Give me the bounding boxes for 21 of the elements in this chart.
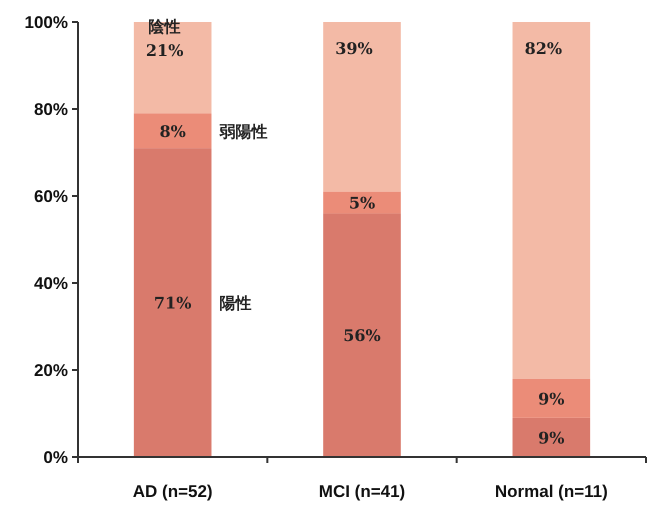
x-tick-label: AD (n=52)	[132, 482, 213, 501]
data-label: 5%	[348, 194, 376, 213]
series-label: 陰性	[148, 17, 181, 36]
y-tick-label: 40%	[34, 274, 68, 293]
x-tick-label: Normal (n=11)	[494, 482, 608, 501]
y-tick-label: 20%	[34, 361, 68, 380]
data-label: 9%	[538, 389, 565, 408]
data-label: 39%	[335, 39, 373, 58]
y-tick-label: 60%	[34, 187, 68, 206]
data-label: 8%	[159, 122, 186, 141]
data-label: 21%	[146, 41, 184, 60]
x-tick-label: MCI (n=41)	[318, 482, 406, 501]
data-label: 9%	[538, 428, 565, 448]
data-label: 56%	[343, 326, 381, 346]
series-label: 陽性	[219, 294, 252, 313]
data-label: 71%	[154, 294, 192, 313]
y-tick-label: 0%	[43, 448, 68, 467]
series-label: 弱陽性	[218, 122, 268, 141]
y-tick-label: 100%	[24, 13, 68, 32]
y-tick-label: 80%	[34, 100, 68, 119]
data-label: 82%	[524, 39, 562, 58]
